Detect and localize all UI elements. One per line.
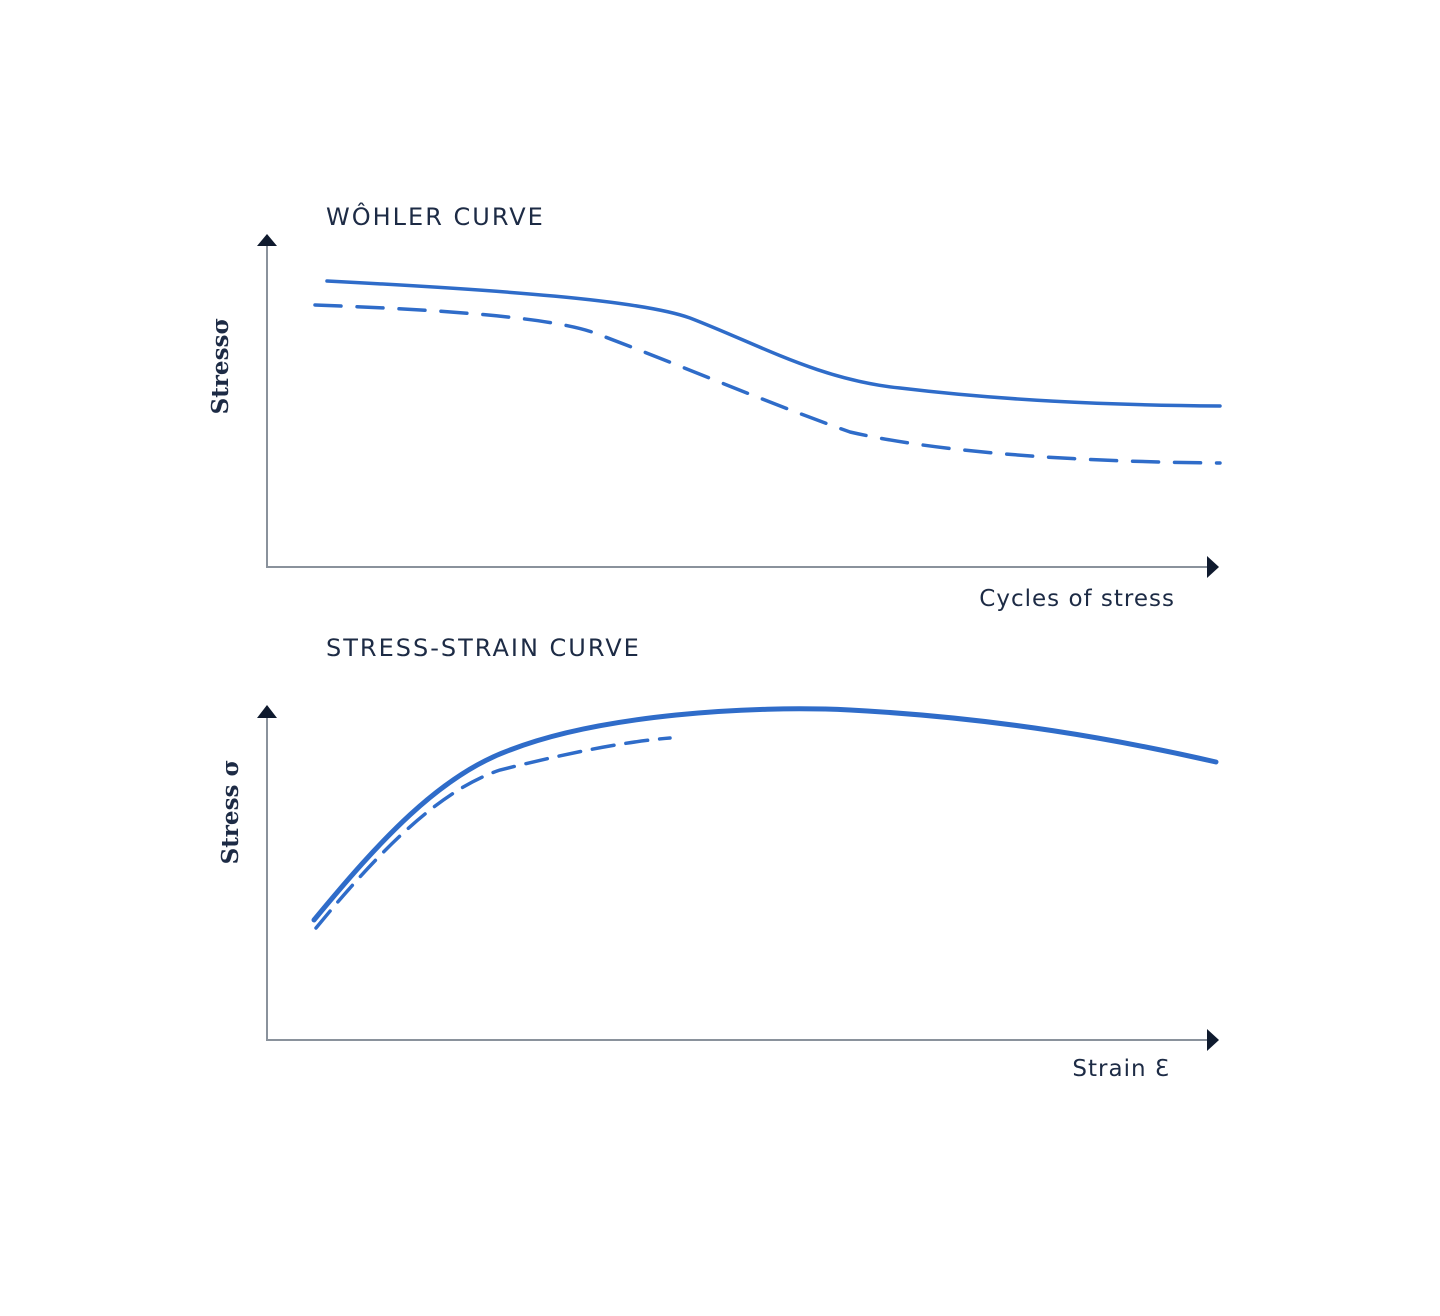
x-axis-label: Cycles of stress (979, 586, 1175, 612)
axes (266, 718, 1208, 1041)
dashed-curve (314, 736, 672, 930)
x-arrow (1207, 1029, 1219, 1051)
x-axis-label: Strain Ɛ (1072, 1056, 1170, 1082)
y-arrow (257, 705, 277, 718)
x-arrow (1207, 556, 1219, 578)
solid-curve (325, 279, 1222, 408)
axes (266, 246, 1208, 568)
dashed-curve (313, 303, 1222, 465)
y-arrow (257, 234, 277, 246)
y-axis-label: Stressσ (207, 318, 234, 415)
stress-strain-diagram: STRESS-STRAIN CURVE Stress σ Strain Ɛ (217, 634, 1219, 1082)
diagram-title: STRESS-STRAIN CURVE (326, 634, 641, 662)
solid-curve (311, 706, 1219, 923)
wohler-diagram: WÔHLER CURVE Stressσ Cycles of stress (207, 201, 1222, 612)
diagram-title: WÔHLER CURVE (326, 201, 545, 231)
y-axis-label: Stress σ (217, 760, 244, 865)
